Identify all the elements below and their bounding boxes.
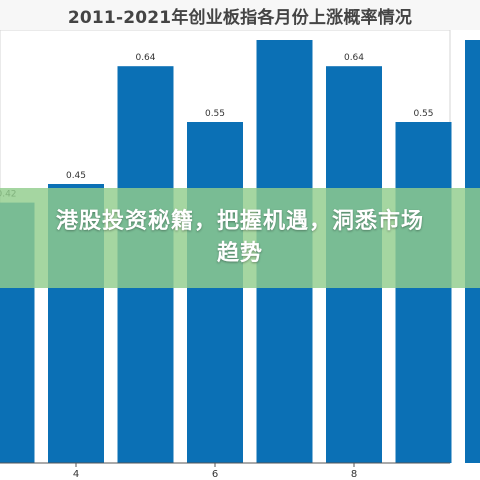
x-tick-label: 8 [351, 469, 357, 480]
chart-title: 2011-2021年创业板指各月份上涨概率情况 [67, 7, 413, 28]
headline-banner: 港股投资秘籍，把握机遇，洞悉市场趋势 [0, 188, 480, 288]
bar-value-label: 0.45 [66, 171, 86, 181]
bar-value-label: 0.55 [205, 109, 225, 119]
x-tick-label: 4 [73, 469, 79, 480]
x-tick-label: 6 [212, 469, 218, 480]
bar-month-9 [395, 122, 452, 463]
bar-value-label: 0.64 [135, 53, 155, 63]
chart-title-bar: 2011-2021年创业板指各月份上涨概率情况 [0, 0, 480, 30]
bar-value-label: 0.55 [413, 109, 433, 119]
bar-month-6 [187, 122, 243, 463]
bar-value-label: 0.64 [344, 53, 364, 63]
headline-text: 港股投资秘籍，把握机遇，洞悉市场趋势 [55, 209, 424, 266]
